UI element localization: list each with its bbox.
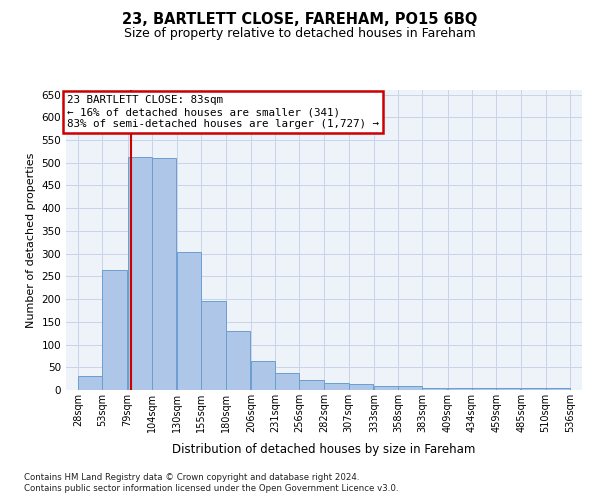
- Bar: [349, 384, 373, 390]
- Bar: [152, 158, 176, 390]
- Bar: [251, 361, 275, 390]
- Text: Contains public sector information licensed under the Open Government Licence v3: Contains public sector information licen…: [24, 484, 398, 493]
- Bar: [275, 373, 299, 390]
- Bar: [78, 376, 103, 390]
- Text: 23, BARTLETT CLOSE, FAREHAM, PO15 6BQ: 23, BARTLETT CLOSE, FAREHAM, PO15 6BQ: [122, 12, 478, 28]
- Text: Size of property relative to detached houses in Fareham: Size of property relative to detached ho…: [124, 28, 476, 40]
- Bar: [398, 386, 422, 390]
- Bar: [448, 388, 472, 390]
- Text: Distribution of detached houses by size in Fareham: Distribution of detached houses by size …: [172, 442, 476, 456]
- Text: 23 BARTLETT CLOSE: 83sqm
← 16% of detached houses are smaller (341)
83% of semi-: 23 BARTLETT CLOSE: 83sqm ← 16% of detach…: [67, 96, 379, 128]
- Bar: [521, 388, 545, 390]
- Bar: [128, 158, 152, 390]
- Bar: [202, 302, 226, 390]
- Bar: [422, 388, 446, 390]
- Bar: [103, 270, 127, 390]
- Bar: [472, 388, 496, 390]
- Bar: [325, 382, 349, 390]
- Bar: [226, 331, 250, 390]
- Bar: [299, 380, 323, 390]
- Bar: [496, 388, 520, 390]
- Bar: [177, 252, 202, 390]
- Bar: [545, 388, 570, 390]
- Text: Contains HM Land Registry data © Crown copyright and database right 2024.: Contains HM Land Registry data © Crown c…: [24, 472, 359, 482]
- Y-axis label: Number of detached properties: Number of detached properties: [26, 152, 36, 328]
- Bar: [374, 386, 398, 390]
